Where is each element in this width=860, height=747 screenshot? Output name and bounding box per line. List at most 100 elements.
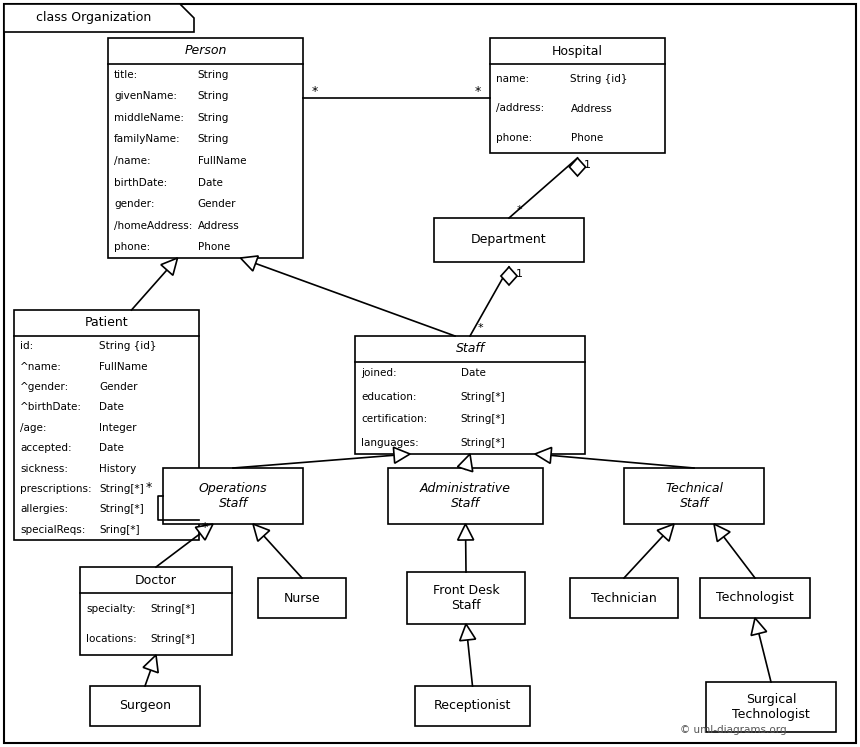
Bar <box>14 310 199 540</box>
Text: specialty:: specialty: <box>86 604 136 613</box>
Text: *: * <box>202 521 208 535</box>
Text: /homeAddress:: /homeAddress: <box>114 220 193 231</box>
Text: allergies:: allergies: <box>20 504 68 515</box>
Text: © uml-diagrams.org: © uml-diagrams.org <box>680 725 787 735</box>
Bar <box>624 468 764 524</box>
Polygon shape <box>458 524 474 540</box>
Text: Hospital: Hospital <box>552 45 603 58</box>
Bar <box>570 578 678 618</box>
Text: String[*]: String[*] <box>461 415 506 424</box>
Bar <box>434 218 584 262</box>
Polygon shape <box>657 524 674 541</box>
Text: *: * <box>312 85 318 99</box>
Polygon shape <box>195 524 213 540</box>
Bar <box>355 336 585 454</box>
Text: Department: Department <box>471 234 547 247</box>
Text: Surgical
Technologist: Surgical Technologist <box>732 693 810 721</box>
Text: *: * <box>146 482 152 495</box>
Text: joined:: joined: <box>361 368 396 379</box>
Text: familyName:: familyName: <box>114 134 181 144</box>
Text: String {id}: String {id} <box>570 74 628 84</box>
Text: id:: id: <box>20 341 34 351</box>
Text: gender:: gender: <box>114 199 155 209</box>
Text: String: String <box>198 134 229 144</box>
Text: locations:: locations: <box>86 634 137 645</box>
Bar <box>700 578 810 618</box>
Text: ^gender:: ^gender: <box>20 382 70 392</box>
Text: certification:: certification: <box>361 415 427 424</box>
Text: Date: Date <box>99 403 124 412</box>
Polygon shape <box>253 524 270 542</box>
Text: /name:: /name: <box>114 156 150 166</box>
Polygon shape <box>4 4 194 32</box>
Text: name:: name: <box>496 74 529 84</box>
Polygon shape <box>460 624 476 641</box>
Bar <box>706 682 836 732</box>
Polygon shape <box>161 258 177 276</box>
Text: languages:: languages: <box>361 438 419 447</box>
Text: Integer: Integer <box>99 423 137 433</box>
Text: History: History <box>99 464 137 474</box>
Text: Technician: Technician <box>591 592 657 604</box>
Text: *: * <box>516 205 522 215</box>
Text: /age:: /age: <box>20 423 46 433</box>
Polygon shape <box>535 447 551 463</box>
Bar <box>415 686 530 726</box>
Text: ^birthDate:: ^birthDate: <box>20 403 82 412</box>
Text: String: String <box>198 91 229 102</box>
Text: 1: 1 <box>584 160 591 170</box>
Bar <box>80 567 232 655</box>
Text: *: * <box>477 323 482 333</box>
Text: Gender: Gender <box>99 382 138 392</box>
Text: Sring[*]: Sring[*] <box>99 525 139 535</box>
Text: phone:: phone: <box>114 242 150 252</box>
Text: Patient: Patient <box>84 317 128 329</box>
Text: Surgeon: Surgeon <box>119 699 171 713</box>
Text: phone:: phone: <box>496 133 532 143</box>
Text: Phone: Phone <box>570 133 603 143</box>
Polygon shape <box>458 454 473 471</box>
Text: givenName:: givenName: <box>114 91 177 102</box>
Polygon shape <box>714 524 730 542</box>
Bar <box>90 686 200 726</box>
Text: sickness:: sickness: <box>20 464 68 474</box>
Bar <box>388 468 543 524</box>
Text: Address: Address <box>198 220 239 231</box>
Text: /address:: /address: <box>496 104 544 114</box>
Text: String[*]: String[*] <box>99 504 144 515</box>
Text: 1: 1 <box>515 269 523 279</box>
Polygon shape <box>501 267 517 285</box>
Text: String: String <box>198 69 229 80</box>
Text: String: String <box>198 113 229 123</box>
Text: Technical
Staff: Technical Staff <box>665 482 723 510</box>
Text: Administrative
Staff: Administrative Staff <box>420 482 511 510</box>
Text: Gender: Gender <box>198 199 237 209</box>
Bar <box>108 38 303 258</box>
Polygon shape <box>569 158 586 176</box>
Text: Nurse: Nurse <box>284 592 320 604</box>
Text: education:: education: <box>361 391 416 401</box>
Text: Address: Address <box>570 104 612 114</box>
Text: Person: Person <box>184 45 227 58</box>
Bar <box>407 572 525 624</box>
Text: *: * <box>475 85 481 99</box>
Text: specialReqs:: specialReqs: <box>20 525 85 535</box>
Text: Staff: Staff <box>456 343 484 356</box>
Bar <box>163 468 303 524</box>
Text: String[*]: String[*] <box>150 634 194 645</box>
Text: birthDate:: birthDate: <box>114 178 167 187</box>
Text: String {id}: String {id} <box>99 341 157 351</box>
Polygon shape <box>143 655 158 673</box>
Text: FullName: FullName <box>99 362 148 371</box>
Bar <box>258 578 346 618</box>
Text: String[*]: String[*] <box>461 391 506 401</box>
Text: Technologist: Technologist <box>716 592 794 604</box>
Text: prescriptions:: prescriptions: <box>20 484 92 494</box>
Text: Receptionist: Receptionist <box>433 699 511 713</box>
Text: Date: Date <box>99 443 124 453</box>
Text: FullName: FullName <box>198 156 246 166</box>
Text: class Organization: class Organization <box>36 11 151 25</box>
Text: ^name:: ^name: <box>20 362 62 371</box>
Text: title:: title: <box>114 69 138 80</box>
Polygon shape <box>241 256 258 271</box>
